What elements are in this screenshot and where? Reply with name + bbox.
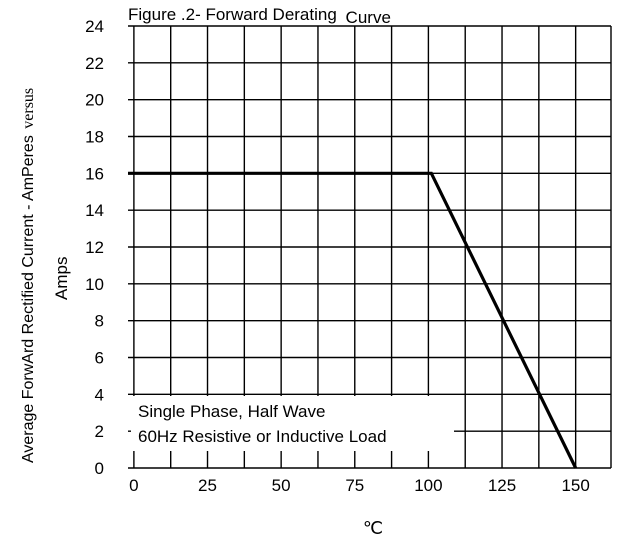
y-axis-label: Average ForwArd Rectified Current - AmPe… [20, 88, 37, 463]
y-tick-label-8: 16 [85, 164, 104, 183]
y-tick-label-2: 4 [95, 385, 104, 404]
y-tick-label-11: 22 [85, 54, 104, 73]
x-tick-label-3: 75 [345, 476, 364, 495]
y-tick-label-10: 20 [85, 91, 104, 110]
annotation-box [131, 396, 454, 451]
annotation-line-1: Single Phase, Half Wave [138, 402, 325, 421]
y-axis-label-main: Average ForwArd Rectified Current - AmPe… [20, 135, 37, 463]
x-tick-label-4: 100 [414, 476, 442, 495]
chart-title: Figure .2- Forward Derating Curve [128, 5, 391, 27]
x-axis-label: ℃ [363, 518, 383, 538]
x-tick-label-0: 0 [129, 476, 138, 495]
y-tick-label-3: 6 [95, 349, 104, 368]
y-tick-label-6: 12 [85, 238, 104, 257]
y-tick-label-1: 2 [95, 422, 104, 441]
x-tick-label-5: 125 [488, 476, 516, 495]
x-tick-label-6: 150 [561, 476, 589, 495]
grid [128, 25, 612, 469]
y-axis-label-versus: versus [20, 88, 37, 129]
y-tick-label-4: 8 [95, 312, 104, 331]
y-tick-label-7: 14 [85, 201, 104, 220]
y-axis-unit: Amps [52, 257, 71, 300]
y-tick-label-9: 18 [85, 128, 104, 147]
x-tick-label-2: 50 [272, 476, 291, 495]
chart-title-main: Figure .2- Forward Derating [128, 5, 337, 24]
y-tick-label-5: 10 [85, 275, 104, 294]
series-group [128, 171, 578, 469]
annotation-line-2: 60Hz Resistive or Inductive Load [138, 427, 387, 446]
chart-title-tail: Curve [346, 8, 391, 27]
derating-curve-line [128, 171, 578, 469]
y-tick-label-12: 24 [85, 17, 104, 36]
y-tick-label-0: 0 [95, 459, 104, 478]
x-tick-label-1: 25 [198, 476, 217, 495]
